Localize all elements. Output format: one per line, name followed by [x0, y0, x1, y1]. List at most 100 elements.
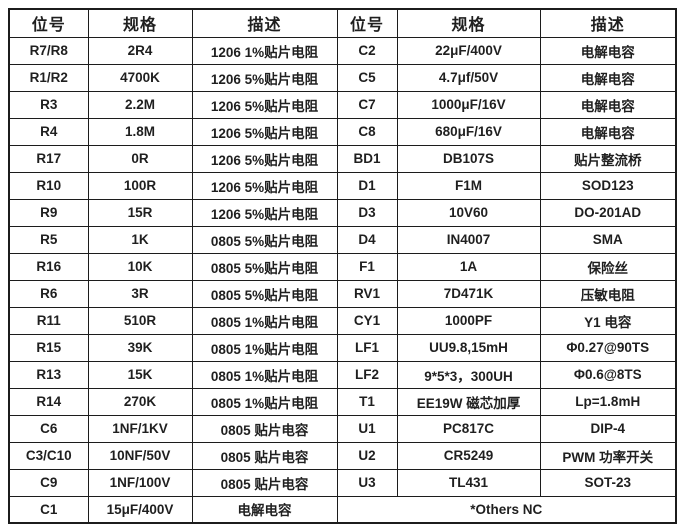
table-row: R13 15K 0805 1%贴片电阻 LF2 9*5*3，300UH Φ0.6@8TS [8, 360, 677, 389]
table-row: R14 270K 0805 1%贴片电阻 T1 EE19W 磁芯加厚 Lp=1.8mH [8, 387, 677, 416]
cell-designator: BD1 [336, 144, 398, 173]
table-row: R4 1.8M 1206 5%贴片电阻 C8 680μF/16V 电解电容 [8, 117, 677, 146]
cell-desc: 1206 5%贴片电阻 [191, 90, 338, 119]
table-row: R10 100R 1206 5%贴片电阻 D1 F1M SOD123 [8, 171, 677, 200]
table-row: R9 15R 1206 5%贴片电阻 D3 10V60 DO-201AD [8, 198, 677, 227]
column-header-designator-right: 位号 [336, 8, 398, 38]
cell-spec: 39K [87, 333, 193, 362]
table-row: R17 0R 1206 5%贴片电阻 BD1 DB107S 贴片整流桥 [8, 144, 677, 173]
cell-designator: C6 [8, 414, 89, 443]
cell-designator: R17 [8, 144, 89, 173]
table-row: R3 2.2M 1206 5%贴片电阻 C7 1000μF/16V 电解电容 [8, 90, 677, 119]
table-row: C6 1NF/1KV 0805 贴片电容 U1 PC817C DIP-4 [8, 414, 677, 443]
cell-designator: R9 [8, 198, 89, 227]
column-header-desc-left: 描述 [191, 8, 338, 38]
table-row: C3/C10 10NF/50V 0805 贴片电容 U2 CR5249 PWM 功率开关 [8, 441, 677, 470]
cell-designator: C9 [8, 468, 89, 497]
cell-designator: C5 [336, 63, 398, 92]
cell-spec: 22μF/400V [396, 36, 541, 65]
cell-spec: 1.8M [87, 117, 193, 146]
cell-desc: 0805 1%贴片电阻 [191, 360, 338, 389]
cell-spec: 0R [87, 144, 193, 173]
column-header-spec-right: 规格 [396, 8, 541, 38]
table-header-row: 位号 规格 描述 位号 规格 描述 [8, 8, 677, 38]
cell-desc: 0805 5%贴片电阻 [191, 225, 338, 254]
cell-designator: U1 [336, 414, 398, 443]
cell-designator: F1 [336, 252, 398, 281]
cell-spec: UU9.8,15mH [396, 333, 541, 362]
cell-designator: R10 [8, 171, 89, 200]
cell-spec: 680μF/16V [396, 117, 541, 146]
cell-desc: SMA [539, 225, 677, 254]
cell-desc: SOT-23 [539, 468, 677, 497]
cell-spec: 4700K [87, 63, 193, 92]
column-header-designator-left: 位号 [8, 8, 89, 38]
cell-desc: 0805 贴片电容 [191, 441, 338, 470]
cell-desc: Φ0.27@90TS [539, 333, 677, 362]
cell-designator: R11 [8, 306, 89, 335]
bom-table: 位号 规格 描述 位号 规格 描述 R7/R8 2R4 1206 1%贴片电阻 C2 2… [8, 8, 677, 524]
table-row: R15 39K 0805 1%贴片电阻 LF1 UU9.8,15mH Φ0.27@90TS [8, 333, 677, 362]
cell-designator: R3 [8, 90, 89, 119]
cell-designator: D4 [336, 225, 398, 254]
cell-designator: D3 [336, 198, 398, 227]
cell-desc: 1206 5%贴片电阻 [191, 198, 338, 227]
table-row: R7/R8 2R4 1206 1%贴片电阻 C2 22μF/400V 电解电容 [8, 36, 677, 65]
cell-spec: 15K [87, 360, 193, 389]
cell-designator: C8 [336, 117, 398, 146]
cell-spec: 1K [87, 225, 193, 254]
table-row: R6 3R 0805 5%贴片电阻 RV1 7D471K 压敏电阻 [8, 279, 677, 308]
cell-spec: 10K [87, 252, 193, 281]
cell-desc: 0805 贴片电容 [191, 414, 338, 443]
cell-spec: 3R [87, 279, 193, 308]
cell-desc: 压敏电阻 [539, 279, 677, 308]
cell-desc: 1206 5%贴片电阻 [191, 171, 338, 200]
cell-spec: PC817C [396, 414, 541, 443]
cell-spec: F1M [396, 171, 541, 200]
cell-spec: 1A [396, 252, 541, 281]
cell-designator: RV1 [336, 279, 398, 308]
cell-designator: R4 [8, 117, 89, 146]
cell-desc: 贴片整流桥 [539, 144, 677, 173]
cell-desc: 1206 5%贴片电阻 [191, 144, 338, 173]
column-header-spec-left: 规格 [87, 8, 193, 38]
cell-spec: CR5249 [396, 441, 541, 470]
cell-desc: 0805 1%贴片电阻 [191, 387, 338, 416]
cell-desc: Y1 电容 [539, 306, 677, 335]
cell-desc: 0805 1%贴片电阻 [191, 306, 338, 335]
cell-desc: Lp=1.8mH [539, 387, 677, 416]
cell-spec: 10V60 [396, 198, 541, 227]
cell-desc: DIP-4 [539, 414, 677, 443]
cell-desc: 电解电容 [539, 90, 677, 119]
cell-designator: C3/C10 [8, 441, 89, 470]
cell-spec: 270K [87, 387, 193, 416]
cell-desc: 电解电容 [539, 36, 677, 65]
cell-desc: DO-201AD [539, 198, 677, 227]
cell-spec: 9*5*3，300UH [396, 360, 541, 389]
cell-spec: 4.7μf/50V [396, 63, 541, 92]
cell-designator: R7/R8 [8, 36, 89, 65]
cell-designator: D1 [336, 171, 398, 200]
cell-designator: R1/R2 [8, 63, 89, 92]
cell-desc: 0805 5%贴片电阻 [191, 279, 338, 308]
cell-desc: 保险丝 [539, 252, 677, 281]
cell-desc: 1206 1%贴片电阻 [191, 36, 338, 65]
cell-spec: 15R [87, 198, 193, 227]
cell-desc: PWM 功率开关 [539, 441, 677, 470]
cell-designator: LF2 [336, 360, 398, 389]
cell-spec: 7D471K [396, 279, 541, 308]
cell-desc: 电解电容 [539, 117, 677, 146]
cell-spec: 100R [87, 171, 193, 200]
cell-desc: 电解电容 [539, 63, 677, 92]
cell-designator: R15 [8, 333, 89, 362]
cell-designator: T1 [336, 387, 398, 416]
table-row: C9 1NF/100V 0805 贴片电容 U3 TL431 SOT-23 [8, 468, 677, 497]
cell-designator: R14 [8, 387, 89, 416]
table-row: R1/R2 4700K 1206 5%贴片电阻 C5 4.7μf/50V 电解电容 [8, 63, 677, 92]
table-row: R16 10K 0805 5%贴片电阻 F1 1A 保险丝 [8, 252, 677, 281]
cell-spec: 2.2M [87, 90, 193, 119]
cell-designator: C7 [336, 90, 398, 119]
cell-desc: 0805 贴片电容 [191, 468, 338, 497]
cell-designator: U3 [336, 468, 398, 497]
